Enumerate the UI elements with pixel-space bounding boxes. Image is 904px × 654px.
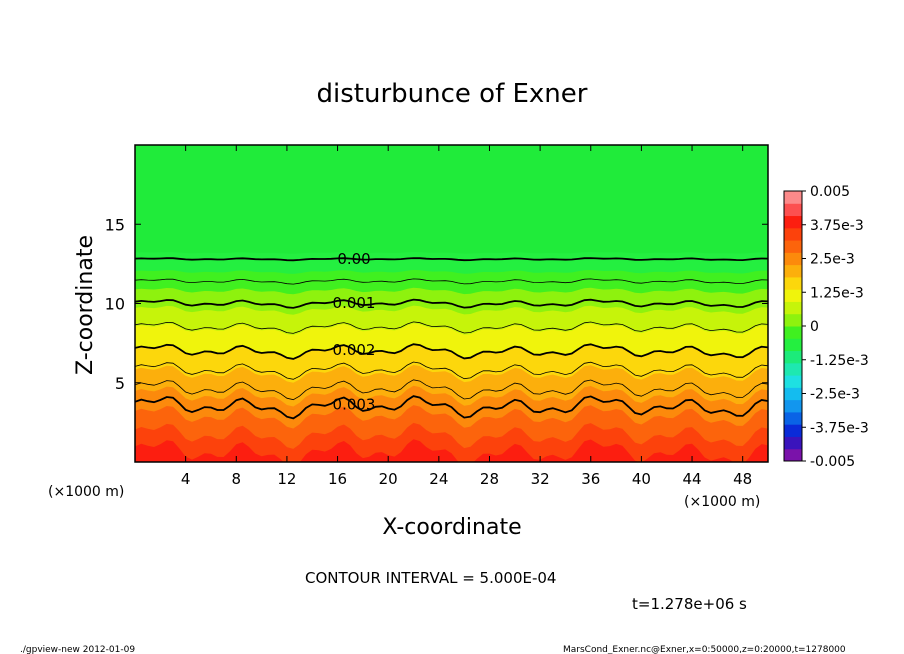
x-tick-label: 28 xyxy=(480,470,499,488)
colorbar-swatch xyxy=(784,350,802,364)
contour-label: 0.001 xyxy=(333,294,376,312)
colorbar-label: 1.25e-3 xyxy=(810,285,864,301)
colorbar-label: 3.75e-3 xyxy=(810,218,864,234)
colorbar-swatch xyxy=(784,252,802,266)
x-axis-label: X-coordinate xyxy=(382,515,521,540)
y-tick-label: 15 xyxy=(105,215,125,234)
x-tick-label: 40 xyxy=(632,470,651,488)
colorbar-swatch xyxy=(784,240,802,253)
y-axis-label: Z-coordinate xyxy=(73,235,98,375)
footer-left: ./gpview-new 2012-01-09 xyxy=(20,645,135,654)
colorbar-swatch xyxy=(784,264,802,278)
x-tick-label: 16 xyxy=(328,470,347,488)
colorbar-swatch xyxy=(784,411,802,425)
contour-label: 0.00 xyxy=(337,250,370,268)
contour-line xyxy=(135,257,768,262)
contour-label: 0.002 xyxy=(333,341,376,359)
colorbar-swatch xyxy=(784,375,802,388)
contour-line xyxy=(135,379,768,401)
colorbar-swatch xyxy=(784,191,802,204)
colorbar xyxy=(783,190,803,462)
colorbar-swatch xyxy=(784,227,802,241)
colorbar-swatch xyxy=(784,424,802,437)
y-tick-label: 10 xyxy=(105,295,125,314)
contour-line xyxy=(135,298,768,309)
contour-line xyxy=(135,395,768,420)
colorbar-swatch xyxy=(784,203,802,217)
x-tick-label: 44 xyxy=(682,470,701,488)
x-tick-label: 4 xyxy=(181,470,191,488)
x-tick-label: 8 xyxy=(232,470,242,488)
colorbar-swatch xyxy=(784,436,802,450)
chart-title: disturbunce of Exner xyxy=(317,79,588,109)
colorbar-swatch xyxy=(784,215,802,229)
contour-label: 0.003 xyxy=(333,396,376,414)
x-axis-unit: (×1000 m) xyxy=(684,494,760,510)
contour-line xyxy=(135,321,768,334)
time-label: t=1.278e+06 s xyxy=(632,595,747,613)
colorbar-swatch xyxy=(784,338,802,352)
contour-line xyxy=(135,278,768,285)
colorbar-label: 0 xyxy=(810,319,819,335)
colorbar-label: -2.5e-3 xyxy=(810,387,860,403)
colorbar-label: -0.005 xyxy=(810,454,855,470)
contour-band xyxy=(135,439,768,462)
footer-right: MarsCond_Exner.nc@Exner,x=0:50000,z=0:20… xyxy=(563,645,846,654)
x-tick-label: 24 xyxy=(429,470,448,488)
y-axis-unit: (×1000 m) xyxy=(48,484,124,500)
contour-interval-text: CONTOUR INTERVAL = 5.000E-04 xyxy=(305,569,556,587)
x-tick-label: 32 xyxy=(531,470,550,488)
x-tick-label: 20 xyxy=(379,470,398,488)
colorbar-label: 2.5e-3 xyxy=(810,252,855,268)
contour-line xyxy=(135,343,768,360)
x-tick-label: 48 xyxy=(733,470,752,488)
colorbar-swatch xyxy=(784,301,802,315)
colorbar-label: 0.005 xyxy=(810,184,850,200)
colorbar-swatch xyxy=(784,448,802,462)
y-tick-label: 5 xyxy=(115,374,125,393)
colorbar-swatch xyxy=(784,276,802,290)
colorbar-label: -1.25e-3 xyxy=(810,353,869,369)
colorbar-swatch xyxy=(784,362,802,376)
x-tick-label: 12 xyxy=(277,470,296,488)
x-tick-label: 36 xyxy=(581,470,600,488)
contour-plot: 0.003 0.002 0.001 0.00 xyxy=(135,145,768,462)
colorbar-label: -3.75e-3 xyxy=(810,420,869,436)
colorbar-swatch xyxy=(784,289,802,302)
colorbar-swatch xyxy=(784,313,802,327)
colorbar-swatch xyxy=(784,326,802,339)
contour-line xyxy=(135,361,768,380)
colorbar-swatch xyxy=(784,387,802,401)
colorbar-swatch xyxy=(784,399,802,413)
